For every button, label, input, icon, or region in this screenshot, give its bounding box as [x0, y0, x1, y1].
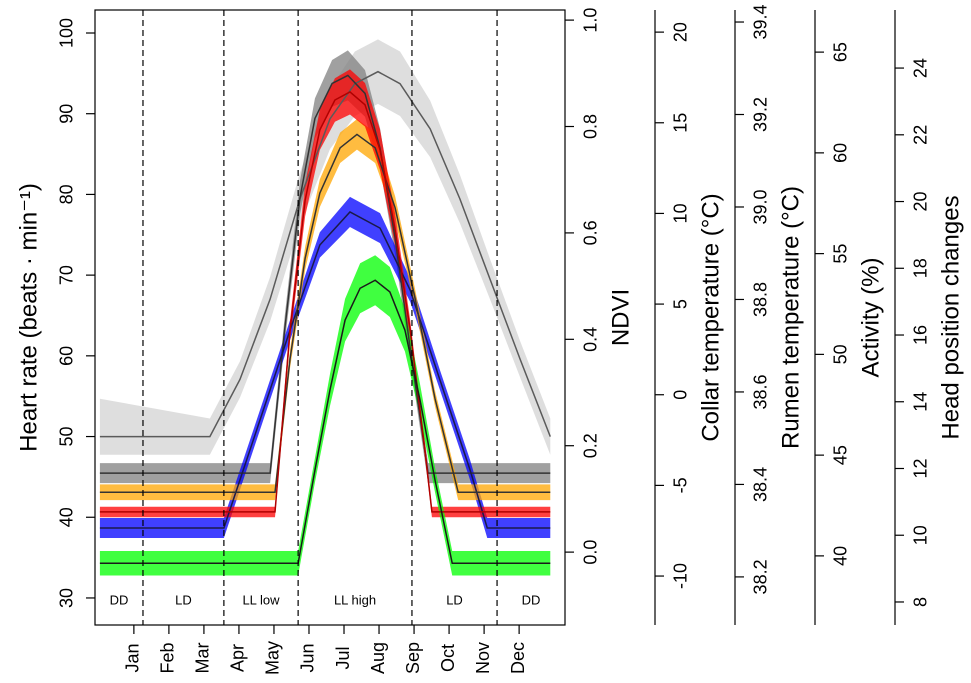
y-tick-label: 14	[911, 392, 931, 412]
y-tick-label: 80	[57, 184, 77, 204]
y-tick-label: 50	[57, 427, 77, 447]
y-tick-label: 38.8	[751, 282, 771, 317]
period-label: LD	[175, 592, 192, 607]
y-tick-label: 16	[911, 325, 931, 345]
axis-title: Collar temperature (°C)	[697, 193, 724, 441]
y-tick-label: 22	[911, 125, 931, 145]
y-tick-label: 38.2	[751, 559, 771, 594]
y-tick-label: 5	[671, 299, 691, 309]
y-tick-label: 100	[57, 18, 77, 48]
y-tick-label: 39.0	[751, 189, 771, 224]
x-tick-label: Jan	[123, 643, 143, 672]
period-label: LL low	[242, 592, 280, 607]
y-tick-label: 38.4	[751, 467, 771, 502]
axis-title: NDVI	[607, 289, 634, 346]
y-tick-label: 30	[57, 588, 77, 608]
y-tick-label: 24	[911, 58, 931, 78]
x-tick-label: Nov	[473, 642, 493, 674]
y-tick-label: 70	[57, 265, 77, 285]
y-tick-label: 20	[671, 22, 691, 42]
x-tick-label: Apr	[228, 644, 248, 672]
y-tick-label: 60	[57, 346, 77, 366]
y-tick-label: 12	[911, 458, 931, 478]
period-label: LD	[446, 592, 463, 607]
y-tick-label: 10	[911, 525, 931, 545]
y-tick-label: 40	[831, 546, 851, 566]
period-label: DD	[522, 592, 541, 607]
y-tick-label: 55	[831, 244, 851, 264]
plot-frame	[94, 9, 566, 626]
axis-title: Rumen temperature (°C)	[777, 186, 804, 449]
series-line	[99, 279, 551, 565]
series-line	[99, 70, 551, 438]
x-tick-label: Jun	[298, 643, 318, 672]
y-tick-label: 40	[57, 507, 77, 527]
y-tick-label: 1.0	[581, 8, 601, 33]
y-tick-label: -10	[671, 563, 691, 589]
confidence-band	[99, 39, 551, 455]
x-tick-label: Aug	[368, 642, 388, 674]
series-line	[99, 133, 551, 494]
y-tick-label: 45	[831, 445, 851, 465]
series-line	[99, 74, 551, 474]
y-tick-label: 20	[911, 192, 931, 212]
y-tick-label: 0.2	[581, 433, 601, 458]
y-tick-label: 18	[911, 258, 931, 278]
x-tick-label: Feb	[158, 642, 178, 673]
y-tick-label: -5	[671, 477, 691, 493]
y-tick-label: 0.0	[581, 540, 601, 565]
y-tick-label: 39.4	[751, 4, 771, 39]
axis-title: Head position changes	[937, 195, 964, 439]
x-tick-label: Jul	[333, 646, 353, 669]
y-tick-label: 90	[57, 104, 77, 124]
x-tick-label: Oct	[438, 644, 458, 672]
y-tick-label: 8	[911, 597, 931, 607]
series-line	[99, 91, 551, 513]
axis-title: Activity (%)	[857, 258, 884, 378]
y-tick-label: 10	[671, 203, 691, 223]
y-tick-label: 0.4	[581, 327, 601, 352]
x-tick-label: Mar	[193, 642, 213, 673]
axis-title: Heart rate (beats · min⁻¹)	[15, 183, 42, 452]
x-tick-label: May	[263, 641, 283, 675]
y-tick-label: 39.2	[751, 97, 771, 132]
y-tick-label: 0	[671, 390, 691, 400]
x-tick-label: Sep	[403, 642, 423, 674]
y-tick-label: 15	[671, 113, 691, 133]
period-label: DD	[110, 592, 129, 607]
y-tick-label: 60	[831, 143, 851, 163]
series-line	[99, 211, 551, 529]
confidence-band	[99, 119, 551, 501]
period-label: LL high	[334, 592, 376, 607]
y-tick-label: 0.8	[581, 114, 601, 139]
y-tick-label: 38.6	[751, 374, 771, 409]
y-tick-label: 65	[831, 42, 851, 62]
y-tick-label: 50	[831, 344, 851, 364]
x-tick-label: Dec	[508, 642, 528, 674]
y-tick-label: 0.6	[581, 220, 601, 245]
